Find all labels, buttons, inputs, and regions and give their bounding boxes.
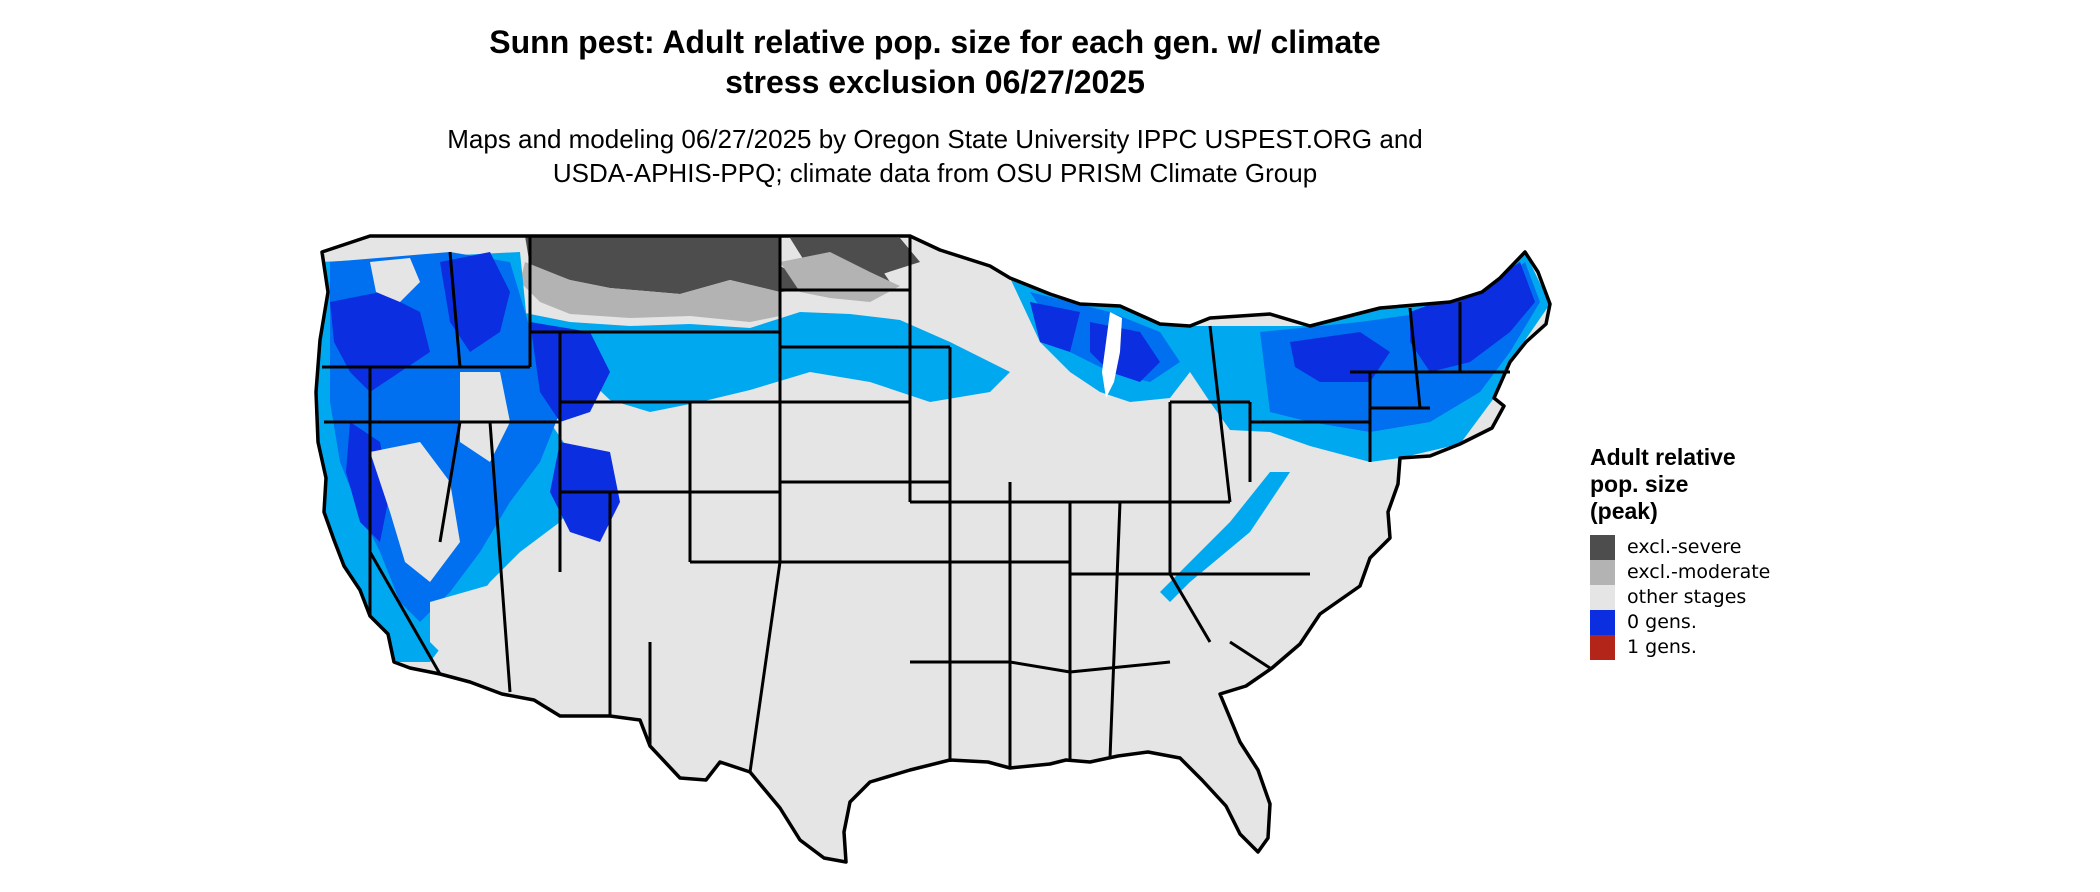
legend-title-line-2: pop. size bbox=[1590, 471, 1689, 497]
legend-swatch-other-stages bbox=[1590, 585, 1615, 610]
region-gen0-light-north bbox=[520, 312, 1010, 412]
region-gen0-dark-wi bbox=[1030, 302, 1080, 352]
region-gen0-dark-ne bbox=[1410, 262, 1535, 372]
legend-label-excl-moderate: excl.-moderate bbox=[1627, 561, 1771, 583]
legend-label-other-stages: other stages bbox=[1627, 586, 1747, 608]
legend-item-other-stages: other stages bbox=[1590, 585, 2070, 610]
region-other-ut bbox=[460, 372, 510, 462]
region-gen0-appalachia bbox=[1160, 472, 1290, 602]
legend-swatch-excl-severe bbox=[1590, 535, 1615, 560]
map-title: Sunn pest: Adult relative pop. size for … bbox=[0, 22, 1870, 102]
map-title-line-1: Sunn pest: Adult relative pop. size for … bbox=[489, 24, 1381, 60]
legend-item-1-gens: 1 gens. bbox=[1590, 635, 2070, 660]
map-title-line-2: stress exclusion 06/27/2025 bbox=[725, 64, 1145, 100]
legend-title-line-1: Adult relative bbox=[1590, 444, 1736, 470]
legend-item-excl-moderate: excl.-moderate bbox=[1590, 560, 2070, 585]
map-subtitle: Maps and modeling 06/27/2025 by Oregon S… bbox=[0, 122, 1870, 190]
legend-label-excl-severe: excl.-severe bbox=[1627, 536, 1742, 558]
lake-michigan bbox=[1102, 312, 1122, 398]
region-gen0-dark-wy bbox=[530, 322, 610, 422]
region-gen0-dark-ny bbox=[1290, 332, 1390, 382]
legend-swatch-0-gens bbox=[1590, 610, 1615, 635]
region-other-nv bbox=[370, 442, 460, 582]
map-subtitle-line-2: USDA-APHIS-PPQ; climate data from OSU PR… bbox=[552, 158, 1318, 188]
legend-label-0-gens: 0 gens. bbox=[1627, 611, 1697, 633]
legend-title: Adult relative pop. size (peak) bbox=[1590, 444, 2070, 525]
legend-item-excl-severe: excl.-severe bbox=[1590, 535, 2070, 560]
legend: Adult relative pop. size (peak) excl.-se… bbox=[1590, 444, 2070, 660]
legend-item-0-gens: 0 gens. bbox=[1590, 610, 2070, 635]
region-other-wa bbox=[370, 258, 420, 302]
region-other-az bbox=[430, 582, 550, 692]
state-borders bbox=[322, 236, 1510, 773]
map-subtitle-line-1: Maps and modeling 06/27/2025 by Oregon S… bbox=[447, 124, 1423, 154]
legend-swatch-excl-moderate bbox=[1590, 560, 1615, 585]
region-excl-moderate bbox=[520, 262, 780, 322]
legend-label-1-gens: 1 gens. bbox=[1627, 636, 1697, 658]
legend-title-line-3: (peak) bbox=[1590, 498, 1658, 524]
us-map bbox=[314, 234, 1552, 864]
legend-swatch-1-gens bbox=[1590, 635, 1615, 660]
